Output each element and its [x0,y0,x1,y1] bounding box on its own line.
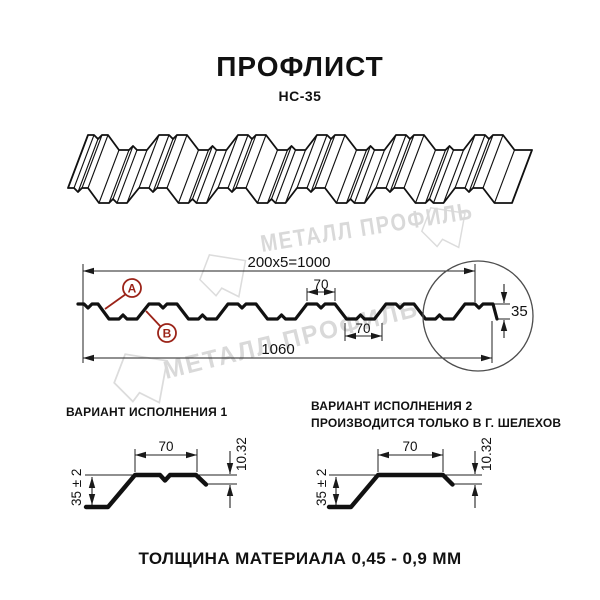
dim-label-full-width: 1060 [261,341,294,358]
variant1-profile [83,472,209,510]
variant2-label-line1: ВАРИАНТ ИСПОЛНЕНИЯ 2 [311,399,473,413]
metall-profil-logo-icon [113,353,168,404]
metall-profil-logo-icon [199,254,247,298]
material-thickness-note: ТОЛЩИНА МАТЕРИАЛА 0,45 - 0,9 ММ [138,549,462,568]
variant2-label-line2: ПРОИЗВОДИТСЯ ТОЛЬКО В Г. ШЕЛЕХОВ [311,416,562,430]
dim-label-height: 35 [511,303,528,320]
dim-label-v1-height: 35 ± 2 [69,469,84,506]
detail-circle [422,260,534,372]
marker-b: В [145,310,177,343]
dim-label-v2-height: 35 ± 2 [314,469,329,506]
cross-section-profile [76,302,499,321]
variant2-label: ВАРИАНТ ИСПОЛНЕНИЯ 2 ПРОИЗВОДИТСЯ ТОЛЬКО… [311,398,561,432]
variant1-label: ВАРИАНТ ИСПОЛНЕНИЯ 1 [66,405,228,419]
variant1-drawing: 70 10.32 35 ± 2 [69,437,249,510]
cross-section-drawing: 200x5=1000 1060 70 70 35 А В [76,254,534,372]
dim-label-v1-top: 70 [158,439,173,454]
dim-label-top-flange: 70 [313,277,328,292]
marker-a-circle [122,278,142,298]
watermark-text: МЕТАЛЛ ПРОФИЛЬ [259,198,476,258]
marker-b-circle [157,323,177,343]
dim-label-v2-lip: 10.32 [479,437,494,471]
page-title: ПРОФЛИСТ [216,51,384,82]
marker-a-label: А [128,282,137,296]
marker-b-leader [145,310,162,328]
profile-name: НС-35 [278,88,322,104]
sheet-3d-drawing [67,134,533,204]
dim-label-v1-lip: 10.32 [234,437,249,471]
dim-label-pitch-total: 200x5=1000 [248,254,331,271]
variant2-drawing: 70 10.32 35 ± 2 [314,437,494,510]
variant2-profile [326,472,455,510]
dim-label-v2-top: 70 [402,439,417,454]
sheet-3d-rib-lines [67,134,533,204]
dim-label-bottom-flange: 70 [355,321,370,336]
marker-a-leader [104,293,127,310]
watermark-layer: МЕТАЛЛ ПРОФИЛЬ МЕТАЛЛ ПРОФИЛЬ [113,198,476,404]
marker-a: А [104,278,142,310]
marker-b-label: В [163,327,172,341]
